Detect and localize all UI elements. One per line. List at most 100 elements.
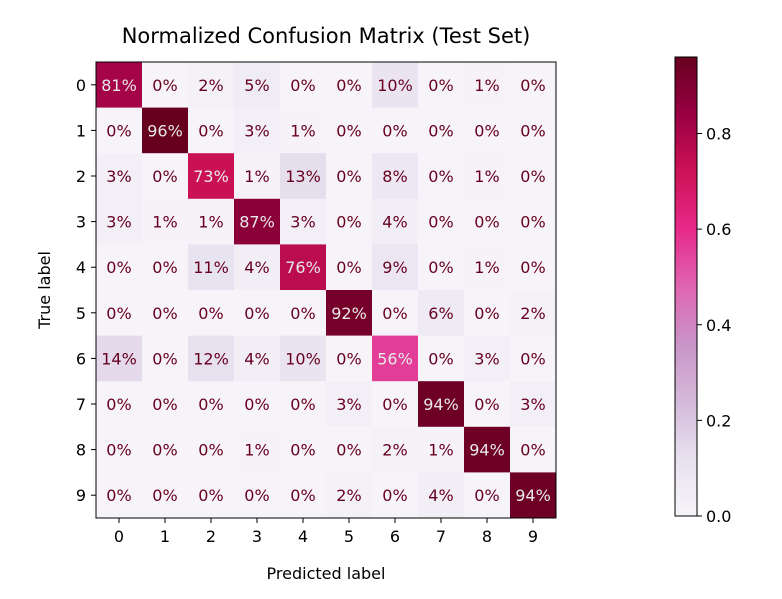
cell-value-label: 0% (336, 121, 361, 140)
heatmap-cell (234, 335, 281, 382)
x-tick-label: 2 (206, 527, 216, 546)
heatmap-cell (510, 107, 557, 154)
cell-value-label: 0% (520, 213, 545, 232)
heatmap-cell (234, 107, 281, 154)
heatmap-cell (142, 62, 189, 109)
x-tick-label: 8 (482, 527, 492, 546)
cell-value-label: 0% (106, 486, 131, 505)
heatmap-cell (280, 107, 327, 154)
heatmap-cell (142, 335, 189, 382)
x-tick-label: 3 (252, 527, 262, 546)
heatmap-cell (510, 244, 557, 291)
heatmap-cell (96, 426, 143, 473)
heatmap-cell (326, 153, 373, 200)
x-tick-label: 4 (298, 527, 308, 546)
heatmap-cell (188, 198, 235, 245)
heatmap-cell (510, 153, 557, 200)
colorbar: 0.0 0.2 0.4 0.6 0.8 (674, 56, 731, 526)
cell-value-label: 3% (106, 167, 131, 186)
cell-value-label: 0% (520, 76, 545, 95)
heatmap-cell (372, 62, 419, 109)
y-tick-label: 1 (76, 121, 86, 140)
heatmap-cell (234, 244, 281, 291)
x-tick-label: 0 (114, 527, 124, 546)
heatmap-cell (418, 381, 465, 428)
cell-value-label: 2% (382, 441, 407, 460)
cell-value-label: 0% (520, 349, 545, 368)
heatmap-cell (280, 62, 327, 109)
heatmap-cell (188, 426, 235, 473)
heatmap-cells (96, 62, 557, 519)
cell-value-label: 56% (377, 349, 413, 368)
y-tick-label: 0 (76, 76, 86, 95)
cell-value-label: 2% (198, 76, 223, 95)
cell-value-label: 13% (285, 167, 321, 186)
heatmap-cell (96, 472, 143, 519)
cell-value-label: 1% (244, 167, 269, 186)
cell-value-label: 1% (290, 121, 315, 140)
heatmap-cell (418, 153, 465, 200)
cell-value-label: 76% (285, 258, 321, 277)
cell-value-label: 0% (336, 213, 361, 232)
cell-value-label: 0% (290, 441, 315, 460)
cell-value-label: 3% (106, 213, 131, 232)
heatmap-cell (510, 426, 557, 473)
cell-value-label: 87% (239, 213, 275, 232)
heatmap-cell (96, 107, 143, 154)
colorbar-tick-label: 0.6 (706, 220, 731, 239)
heatmap-cell (418, 107, 465, 154)
heatmap-cell (326, 426, 373, 473)
heatmap-cell (188, 381, 235, 428)
cell-value-label: 0% (520, 258, 545, 277)
cell-value-label: 14% (101, 349, 137, 368)
heatmap-cell (280, 244, 327, 291)
cell-value-label: 94% (423, 395, 459, 414)
cell-value-label: 0% (152, 258, 177, 277)
cell-value-label: 0% (428, 167, 453, 186)
cell-value-label: 0% (382, 486, 407, 505)
heatmap-cell (142, 107, 189, 154)
cell-value-label: 5% (244, 76, 269, 95)
cell-value-label: 81% (101, 76, 137, 95)
cell-value-label: 0% (198, 395, 223, 414)
heatmap-cell (464, 198, 511, 245)
heatmap-cell (188, 244, 235, 291)
cell-value-label: 0% (474, 213, 499, 232)
cell-value-label: 10% (377, 76, 413, 95)
heatmap-cell (188, 107, 235, 154)
heatmap-cell (510, 62, 557, 109)
heatmap-cell (96, 153, 143, 200)
cell-value-label: 12% (193, 349, 229, 368)
heatmap-cell (418, 426, 465, 473)
cell-value-label: 0% (290, 304, 315, 323)
heatmap-cell (280, 472, 327, 519)
heatmap-cell (464, 335, 511, 382)
colorbar-frame (674, 56, 698, 517)
cell-value-label: 0% (382, 304, 407, 323)
cell-value-label: 4% (244, 349, 269, 368)
cell-value-label: 3% (290, 213, 315, 232)
heatmap-cell (372, 472, 419, 519)
heatmap-cell (326, 62, 373, 109)
colorbar-tick-label: 0.0 (706, 507, 731, 526)
heatmap-cell (142, 244, 189, 291)
heatmap-cell (372, 335, 419, 382)
heatmap-cell (510, 290, 557, 337)
heatmap-cell (96, 381, 143, 428)
cell-value-label: 0% (106, 258, 131, 277)
x-tick-label: 5 (344, 527, 354, 546)
cell-value-label: 94% (515, 486, 551, 505)
cell-value-label: 0% (244, 395, 269, 414)
heatmap-cell (188, 153, 235, 200)
cell-value-label: 3% (244, 121, 269, 140)
heatmap-cell (234, 472, 281, 519)
heatmap-cell (280, 290, 327, 337)
heatmap-cell (280, 335, 327, 382)
heatmap-cell (96, 62, 143, 109)
heatmap-cell (142, 472, 189, 519)
cell-value-label: 0% (336, 349, 361, 368)
x-tick-label: 7 (436, 527, 446, 546)
heatmap-cell-labels: 81% 0% 2% 5% 0% 0% 10% 0% 1% 0% 0% 96% 0% 3% 1% 0% 0% 0% 0… (101, 76, 551, 505)
heatmap-cell (464, 62, 511, 109)
